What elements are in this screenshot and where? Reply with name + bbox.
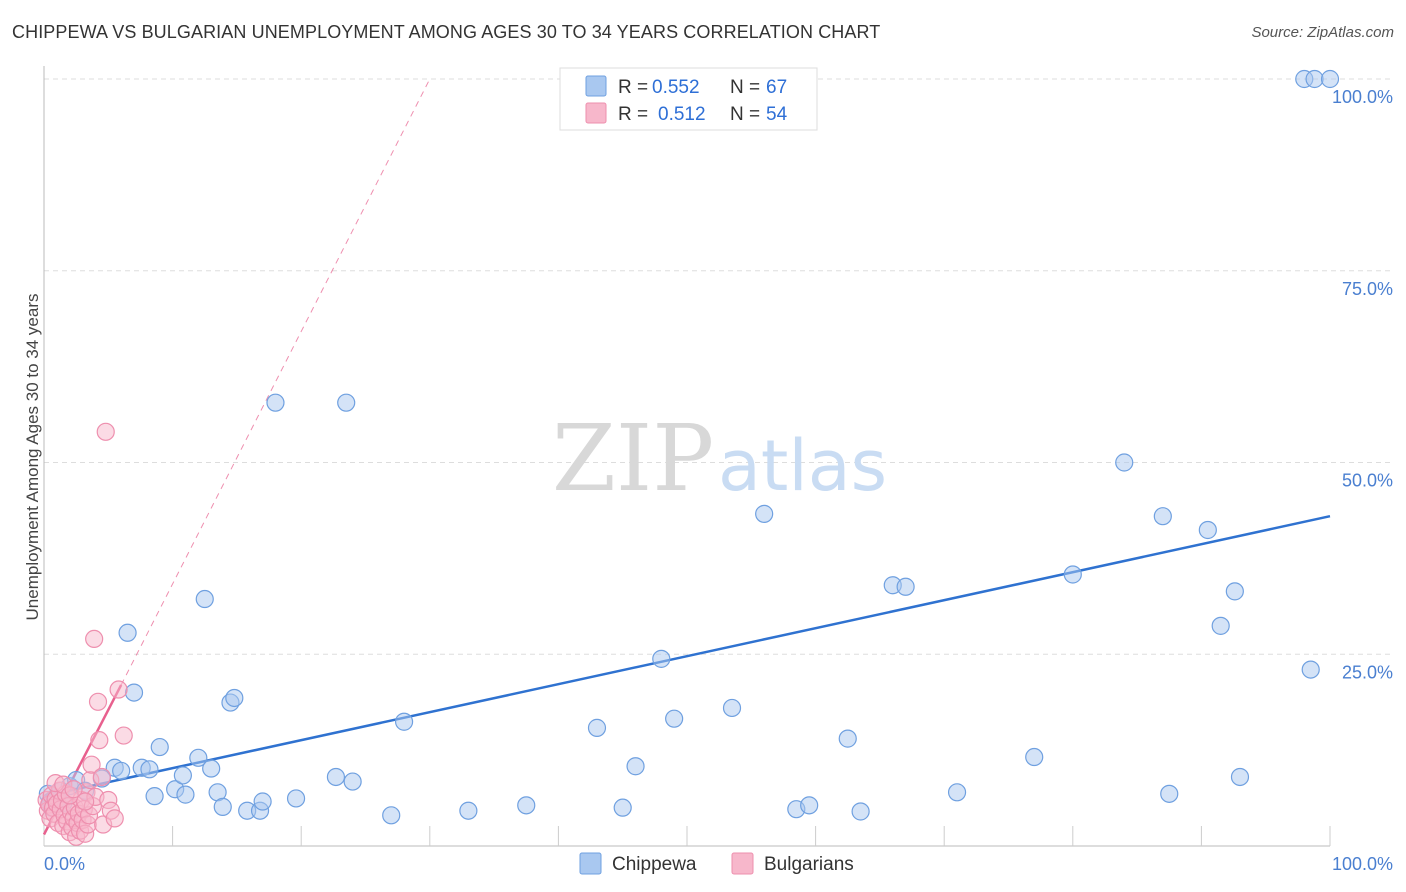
chart-title: CHIPPEWA VS BULGARIAN UNEMPLOYMENT AMONG… bbox=[12, 22, 881, 42]
chippewa-point-67 bbox=[1320, 69, 1340, 89]
legend-swatch-chippewa bbox=[585, 75, 607, 97]
trend-line-bulgarians-extension bbox=[120, 78, 431, 686]
chippewa-point-50 bbox=[838, 729, 857, 748]
bottom-legend-chippewa: Chippewa bbox=[612, 854, 697, 875]
chippewa-point-51 bbox=[851, 802, 870, 821]
chippewa-point-66 bbox=[1305, 69, 1324, 89]
legend-r-label-bulgarians: R = bbox=[618, 104, 648, 125]
chart-source: Source: ZipAtlas.com bbox=[1251, 24, 1394, 41]
axes bbox=[43, 66, 1331, 847]
chippewa-point-46 bbox=[722, 698, 742, 718]
chippewa-point-54 bbox=[947, 783, 967, 802]
chippewa-point-23 bbox=[195, 589, 214, 609]
chippewa-point-22 bbox=[189, 748, 208, 767]
chippewa-point-33 bbox=[286, 789, 306, 808]
chippewa-point-60 bbox=[1198, 520, 1217, 540]
chippewa-point-45 bbox=[665, 709, 684, 728]
watermark-atlas: atlas bbox=[718, 425, 887, 507]
chippewa-point-17 bbox=[145, 787, 164, 806]
chippewa-point-32 bbox=[266, 393, 285, 412]
x-tick-labels: 0.0% 100.0% bbox=[44, 854, 1393, 874]
bulgarians-point-52 bbox=[64, 780, 83, 799]
y-tick-labels: 25.0% 50.0% 75.0% 100.0% bbox=[1332, 87, 1393, 682]
bottom-legend-bulgarians: Bulgarians bbox=[764, 854, 854, 875]
legend-n-label-bulgarians: N = bbox=[730, 104, 760, 125]
chippewa-point-61 bbox=[1211, 616, 1230, 635]
chippewa-point-49 bbox=[800, 796, 819, 815]
chippewa-point-36 bbox=[343, 772, 362, 791]
chippewa-point-38 bbox=[394, 712, 414, 731]
chippewa-point-21 bbox=[176, 785, 195, 804]
chippewa-point-40 bbox=[517, 796, 536, 815]
chippewa-point-57 bbox=[1115, 453, 1134, 472]
chippewa-point-43 bbox=[626, 757, 645, 776]
chippewa-point-16 bbox=[140, 760, 159, 779]
chippewa-point-53 bbox=[896, 577, 915, 596]
chippewa-point-59 bbox=[1160, 784, 1179, 803]
chippewa-point-28 bbox=[225, 688, 244, 708]
chippewa-point-62 bbox=[1225, 582, 1244, 601]
chippewa-point-37 bbox=[382, 806, 401, 825]
chippewa-point-63 bbox=[1230, 767, 1250, 787]
y-tick-label-1: 50.0% bbox=[1342, 471, 1393, 491]
chippewa-point-64 bbox=[1301, 660, 1320, 679]
y-tick-label-3: 100.0% bbox=[1332, 87, 1393, 107]
chippewa-point-44 bbox=[652, 649, 671, 668]
bulgarians-point-41 bbox=[92, 767, 111, 787]
bulgarians-points bbox=[37, 422, 133, 846]
legend-r-value-chippewa: 0.552 bbox=[652, 77, 700, 98]
chippewa-point-31 bbox=[253, 792, 272, 811]
legend: R = 0.552 N = 67 R = 0.512 N = 54 bbox=[559, 67, 818, 131]
chippewa-point-35 bbox=[337, 393, 356, 412]
bulgarians-point-37 bbox=[85, 629, 104, 649]
chippewa-point-55 bbox=[1025, 747, 1044, 767]
y-tick-label-2: 75.0% bbox=[1342, 279, 1393, 299]
chippewa-point-14 bbox=[124, 683, 144, 702]
bulgarians-point-48 bbox=[114, 726, 133, 745]
legend-n-label-chippewa: N = bbox=[730, 77, 760, 98]
bulgarians-point-39 bbox=[88, 692, 108, 711]
chippewa-point-24 bbox=[202, 759, 221, 778]
trend-line-chippewa bbox=[43, 514, 1331, 798]
y-axis-label: Unemployment Among Ages 30 to 34 years bbox=[23, 294, 42, 621]
bottom-legend-swatch-bulgarians bbox=[731, 852, 754, 875]
grid-lines bbox=[44, 78, 1392, 655]
chippewa-point-42 bbox=[613, 798, 632, 817]
watermark: ZIP atlas bbox=[552, 405, 887, 512]
y-tick-label-0: 25.0% bbox=[1342, 662, 1393, 682]
chippewa-point-34 bbox=[326, 767, 346, 787]
bottom-legend: Chippewa Bulgarians bbox=[579, 852, 854, 875]
chippewa-point-47 bbox=[755, 504, 774, 523]
bulgarians-point-47 bbox=[109, 680, 128, 699]
chippewa-point-18 bbox=[150, 737, 169, 757]
bulgarians-point-53 bbox=[76, 792, 95, 811]
chippewa-point-26 bbox=[213, 797, 232, 816]
x-tick-label-0: 0.0% bbox=[44, 854, 85, 874]
chippewa-point-41 bbox=[587, 718, 607, 737]
chippewa-point-39 bbox=[459, 801, 478, 820]
chippewa-point-56 bbox=[1063, 565, 1082, 584]
chippewa-point-12 bbox=[112, 761, 131, 780]
bulgarians-point-43 bbox=[96, 422, 115, 441]
bulgarians-point-35 bbox=[82, 755, 101, 774]
bulgarians-point-46 bbox=[105, 809, 124, 828]
legend-n-value-chippewa: 67 bbox=[766, 77, 787, 98]
chippewa-point-58 bbox=[1153, 507, 1172, 526]
bulgarians-point-40 bbox=[90, 731, 109, 750]
x-tick-label-1: 100.0% bbox=[1332, 854, 1393, 874]
legend-n-value-bulgarians: 54 bbox=[766, 104, 788, 125]
legend-r-value-bulgarians: 0.512 bbox=[658, 104, 706, 125]
bottom-legend-swatch-chippewa bbox=[579, 852, 602, 875]
legend-r-label-chippewa: R = bbox=[618, 77, 648, 98]
legend-swatch-bulgarians bbox=[585, 102, 607, 124]
chippewa-point-13 bbox=[118, 623, 137, 642]
chippewa-point-20 bbox=[173, 766, 192, 785]
watermark-zip: ZIP bbox=[552, 405, 714, 512]
